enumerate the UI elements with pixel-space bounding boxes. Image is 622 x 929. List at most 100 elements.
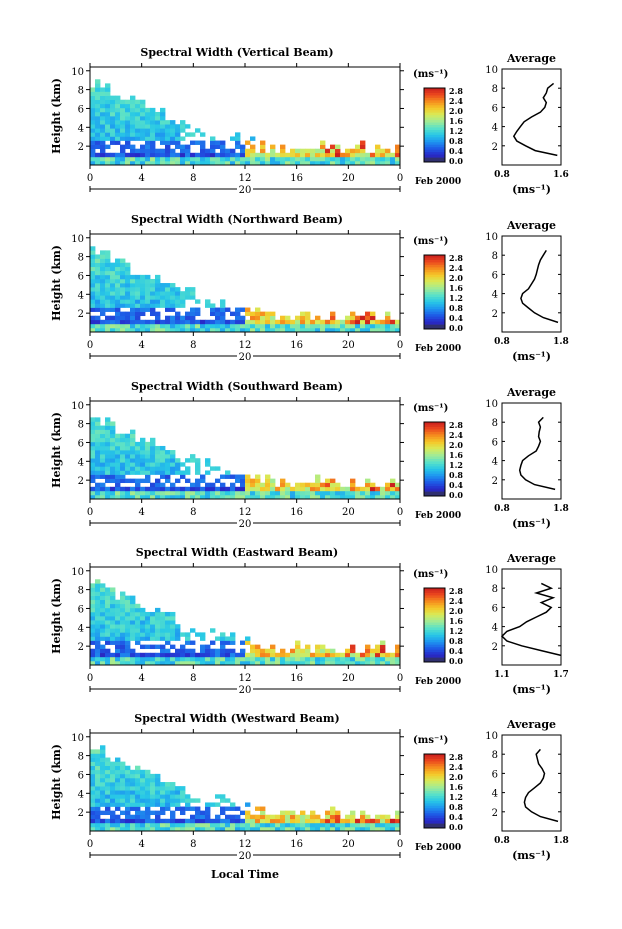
avg-y-tick-label: 8 bbox=[492, 584, 498, 595]
y-tick-label: 8 bbox=[78, 253, 84, 264]
y-axis-label: Height (km) bbox=[50, 412, 63, 488]
y-tick-label: 6 bbox=[78, 438, 84, 449]
colorbar-tick-label: 0.0 bbox=[449, 156, 463, 166]
y-tick-label: 2 bbox=[78, 808, 84, 819]
y-tick-label: 8 bbox=[78, 586, 84, 597]
colorbar-tick-label: 1.2 bbox=[449, 126, 463, 136]
avg-y-tick-label: 8 bbox=[492, 251, 498, 262]
x-tick-label: 4 bbox=[138, 173, 144, 184]
y-tick-label: 10 bbox=[71, 401, 84, 412]
date-label: Feb 2000 bbox=[415, 177, 461, 187]
y-axis-label: Height (km) bbox=[50, 578, 63, 654]
x-tick-label: 12 bbox=[239, 507, 252, 518]
average-profile-line bbox=[500, 582, 562, 657]
panel-0: Spectral Width (Vertical Beam) 2 4 6 8 10 Heig… bbox=[50, 46, 569, 196]
avg-y-tick-label: 8 bbox=[492, 418, 498, 429]
colorbar-tick-label: 1.6 bbox=[449, 283, 463, 293]
colorbar-tick-label: 2.4 bbox=[449, 263, 463, 273]
avg-x-axis-label: (ms⁻¹) bbox=[512, 350, 551, 363]
y-tick-label: 4 bbox=[78, 457, 84, 468]
y-tick-label: 2 bbox=[78, 142, 84, 153]
x-tick-label: 4 bbox=[138, 673, 144, 684]
average-profile-line bbox=[518, 416, 556, 491]
x-tick-label: 16 bbox=[290, 673, 303, 684]
y-axis-label: Height (km) bbox=[50, 78, 63, 154]
y-tick-label: 6 bbox=[78, 770, 84, 781]
colorbar-tick-label: 0.0 bbox=[449, 656, 463, 666]
y-tick-label: 8 bbox=[78, 752, 84, 763]
panel-title: Spectral Width (Eastward Beam) bbox=[136, 546, 338, 559]
x-tick-label: 8 bbox=[190, 507, 196, 518]
avg-y-tick-label: 10 bbox=[485, 65, 498, 76]
colorbar bbox=[423, 87, 446, 163]
avg-y-tick-label: 10 bbox=[485, 399, 498, 410]
x-tick-label: 8 bbox=[190, 839, 196, 850]
y-tick-label: 10 bbox=[71, 234, 84, 245]
colorbar-tick-label: 2.0 bbox=[449, 606, 463, 616]
y-tick-label: 2 bbox=[78, 642, 84, 653]
avg-y-tick-label: 4 bbox=[492, 789, 498, 800]
avg-y-tick-label: 2 bbox=[492, 309, 498, 320]
avg-y-tick-label: 2 bbox=[492, 476, 498, 487]
x-tick-label: 12 bbox=[239, 839, 252, 850]
colorbar bbox=[423, 587, 446, 663]
colorbar-tick-label: 0.8 bbox=[449, 636, 463, 646]
colorbar-tick-label: 2.4 bbox=[449, 430, 463, 440]
colorbar-tick-label: 2.8 bbox=[449, 420, 463, 430]
y-axis-label: Height (km) bbox=[50, 744, 63, 820]
x-tick-label: 20 bbox=[342, 173, 355, 184]
average-profile-line bbox=[520, 250, 559, 324]
average-profile-line bbox=[523, 748, 559, 823]
colorbar-tick-label: 2.0 bbox=[449, 106, 463, 116]
heatmap-cells bbox=[90, 246, 401, 333]
colorbar-tick-label: 2.4 bbox=[449, 596, 463, 606]
colorbar-unit: (ms⁻¹) bbox=[413, 403, 448, 414]
x-tick-label: 16 bbox=[290, 839, 303, 850]
colorbar-tick-label: 2.0 bbox=[449, 273, 463, 283]
average-title: Average bbox=[506, 552, 556, 565]
date-label: Feb 2000 bbox=[415, 843, 461, 853]
colorbar-tick-label: 0.4 bbox=[449, 146, 463, 156]
x-tick-label: 8 bbox=[190, 173, 196, 184]
x-tick-label: 20 bbox=[342, 340, 355, 351]
avg-y-tick-label: 6 bbox=[492, 103, 498, 114]
avg-y-tick-label: 2 bbox=[492, 142, 498, 153]
panel-title: Spectral Width (Southward Beam) bbox=[131, 380, 343, 393]
date-label: Feb 2000 bbox=[415, 344, 461, 354]
colorbar-tick-label: 2.0 bbox=[449, 440, 463, 450]
x-tick-label: 0 bbox=[87, 340, 93, 351]
x-tick-label: 12 bbox=[239, 673, 252, 684]
colorbar-tick-label: 1.6 bbox=[449, 782, 463, 792]
avg-x-tick-label: 0.8 bbox=[494, 504, 510, 514]
avg-x-tick-label: 0.8 bbox=[494, 170, 510, 180]
colorbar-unit: (ms⁻¹) bbox=[413, 569, 448, 580]
y-tick-label: 6 bbox=[78, 271, 84, 282]
y-tick-label: 6 bbox=[78, 104, 84, 115]
x-tick-label: 0 bbox=[397, 340, 403, 351]
colorbar-unit: (ms⁻¹) bbox=[413, 69, 448, 80]
avg-y-tick-label: 4 bbox=[492, 123, 498, 134]
average-title: Average bbox=[506, 386, 556, 399]
y-tick-label: 10 bbox=[71, 67, 84, 78]
date-day: 20 bbox=[239, 185, 252, 196]
y-tick-label: 2 bbox=[78, 476, 84, 487]
y-tick-label: 2 bbox=[78, 309, 84, 320]
panel-3: Spectral Width (Eastward Beam) 2 4 6 8 10 Heig… bbox=[50, 546, 569, 696]
avg-y-tick-label: 4 bbox=[492, 290, 498, 301]
date-day: 20 bbox=[239, 685, 252, 696]
x-tick-label: 8 bbox=[190, 340, 196, 351]
colorbar-tick-label: 0.8 bbox=[449, 136, 463, 146]
x-tick-label: 0 bbox=[397, 839, 403, 850]
colorbar-tick-label: 1.2 bbox=[449, 792, 463, 802]
x-tick-label: 0 bbox=[397, 507, 403, 518]
colorbar-tick-label: 2.8 bbox=[449, 586, 463, 596]
average-title: Average bbox=[506, 219, 556, 232]
x-axis-label: Local Time bbox=[211, 868, 279, 881]
colorbar-tick-label: 2.0 bbox=[449, 772, 463, 782]
colorbar-tick-label: 1.6 bbox=[449, 616, 463, 626]
heatmap-cells bbox=[90, 745, 401, 832]
colorbar-tick-label: 2.8 bbox=[449, 253, 463, 263]
y-tick-label: 6 bbox=[78, 604, 84, 615]
panel-1: Spectral Width (Northward Beam) 2 4 6 8 10 Hei… bbox=[50, 213, 569, 363]
